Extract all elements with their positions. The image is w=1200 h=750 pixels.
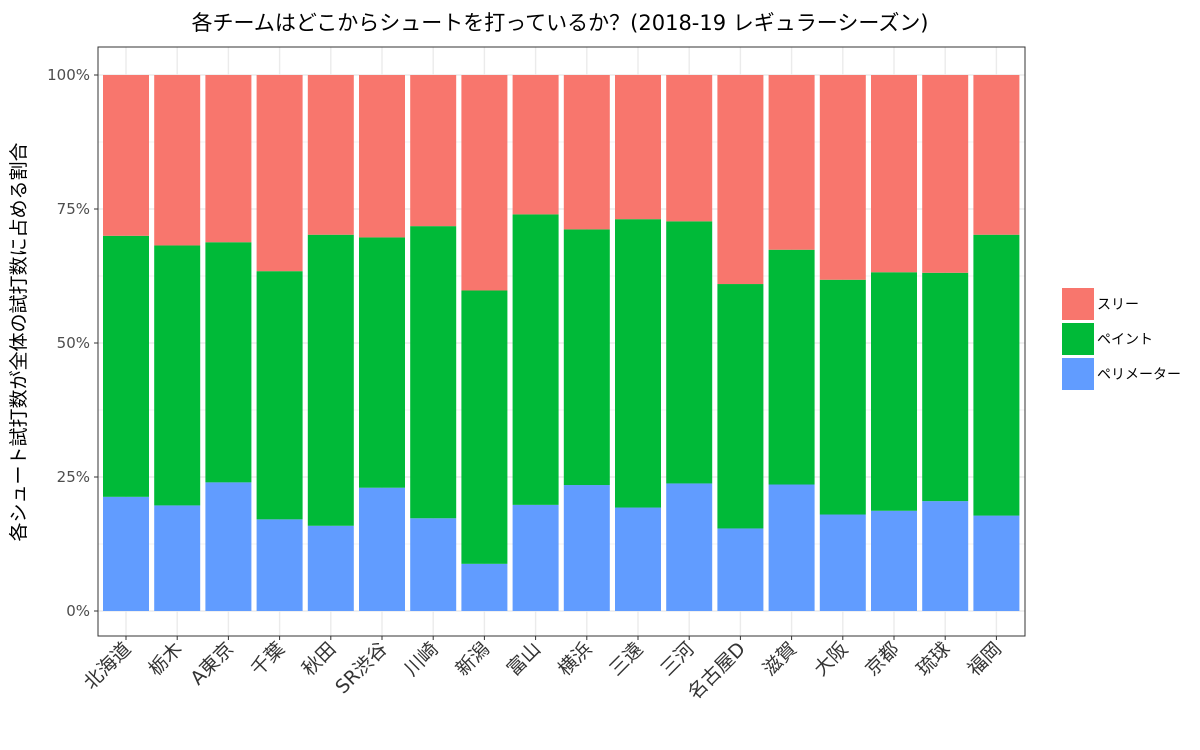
x-category-label: 琉球 bbox=[912, 638, 954, 680]
plot-area: 0%25%50%75%100%北海道 栃木 A東京 千葉 秋田SR渋谷 川崎 新潟 富山 横浜三… bbox=[47, 46, 1026, 704]
bar-segment bbox=[717, 75, 764, 285]
bar-segment bbox=[819, 279, 866, 515]
bar-segment bbox=[103, 75, 149, 236]
x-category-label: 新潟 bbox=[451, 638, 493, 680]
x-category-label: 川崎 bbox=[400, 638, 442, 680]
x-category-label: 千葉 bbox=[247, 638, 289, 680]
legend-label: ペイント bbox=[1097, 332, 1153, 348]
bar-segment bbox=[103, 235, 149, 497]
bar-segment bbox=[563, 229, 610, 486]
bar-segment bbox=[154, 245, 201, 506]
bar-segment bbox=[768, 75, 815, 250]
bar-segment bbox=[307, 75, 354, 235]
panel-border bbox=[97, 46, 1026, 637]
x-category-label: 横浜 bbox=[554, 638, 596, 680]
bar-segment bbox=[819, 514, 866, 611]
bar-segment bbox=[717, 528, 764, 611]
bar-segment bbox=[615, 507, 661, 611]
bar-segment bbox=[205, 242, 252, 483]
bar-segment bbox=[871, 510, 917, 611]
bar-segment bbox=[563, 75, 610, 230]
bar-segment bbox=[973, 234, 1020, 516]
x-category-label: 滋賀 bbox=[759, 638, 801, 680]
bar-segment bbox=[615, 75, 661, 220]
bar-segment bbox=[768, 484, 815, 611]
bar-segment bbox=[359, 487, 405, 611]
legend-key bbox=[1062, 288, 1094, 320]
bar-segment bbox=[871, 75, 917, 273]
bar-segment bbox=[256, 75, 303, 272]
bar-segment bbox=[410, 75, 457, 227]
bar-segment bbox=[205, 482, 252, 611]
bar-segment bbox=[922, 272, 969, 502]
bar-segment bbox=[666, 75, 713, 222]
bar-segment bbox=[256, 519, 303, 611]
x-category-label: 名古屋D bbox=[684, 638, 750, 704]
bar-segment bbox=[512, 504, 559, 611]
bar-segment bbox=[512, 75, 559, 215]
x-category-label: SR渋谷 bbox=[331, 638, 391, 698]
bar-segment bbox=[973, 515, 1020, 611]
bar-segment bbox=[205, 75, 252, 243]
chart-title: 各チームはどこからシュートを打っているか？(2018-19 レギュラーシーズン) bbox=[191, 11, 928, 35]
x-category-label: A東京 bbox=[186, 638, 238, 690]
legend-key bbox=[1062, 323, 1094, 355]
x-category-label: 秋田 bbox=[298, 638, 340, 680]
bar-segment bbox=[819, 75, 866, 280]
y-tick-label: 75% bbox=[57, 200, 90, 218]
legend-key bbox=[1062, 358, 1094, 390]
legend-label: スリー bbox=[1097, 297, 1139, 313]
bar-segment bbox=[307, 525, 354, 611]
bar-segment bbox=[359, 237, 405, 488]
bar-segment bbox=[461, 563, 508, 611]
x-category-label: 北海道 bbox=[80, 638, 136, 694]
bar-segment bbox=[359, 75, 405, 238]
y-tick-label: 0% bbox=[66, 602, 90, 620]
x-category-label: 福岡 bbox=[963, 638, 1005, 680]
bar-segment bbox=[922, 75, 969, 273]
bar-segment bbox=[768, 249, 815, 485]
bar-segment bbox=[154, 75, 201, 246]
bar-segment bbox=[973, 75, 1020, 235]
x-category-label: 富山 bbox=[503, 638, 545, 680]
legend-label: ペリメーター bbox=[1097, 367, 1181, 383]
bar-segment bbox=[922, 501, 969, 611]
x-category-label: 大阪 bbox=[810, 638, 852, 680]
x-category-label: 三河 bbox=[656, 638, 698, 680]
y-tick-label: 25% bbox=[57, 468, 90, 486]
y-tick-label: 50% bbox=[57, 334, 90, 352]
bar-segment bbox=[666, 483, 713, 611]
x-category-label: 京都 bbox=[861, 638, 903, 680]
bar-segment bbox=[256, 271, 303, 520]
bar-segment bbox=[615, 219, 661, 508]
bar-segment bbox=[717, 284, 764, 529]
x-category-label: 三遠 bbox=[605, 638, 647, 680]
x-category-label: 栃木 bbox=[144, 638, 186, 680]
bar-segment bbox=[154, 505, 201, 611]
bar-segment bbox=[461, 290, 508, 564]
bar-segment bbox=[666, 221, 713, 484]
bar-segment bbox=[410, 518, 457, 611]
panel-background bbox=[98, 47, 1025, 636]
bar-segment bbox=[512, 214, 559, 505]
bar-segment bbox=[103, 496, 149, 611]
y-axis-title: 各シュート試打数が全体の試打数に占める割合 bbox=[8, 142, 30, 541]
bar-segment bbox=[871, 272, 917, 511]
y-tick-label: 100% bbox=[47, 66, 90, 84]
bar-segment bbox=[563, 485, 610, 611]
bar-segment bbox=[307, 234, 354, 526]
bar-segment bbox=[410, 226, 457, 519]
bar-segment bbox=[461, 75, 508, 291]
